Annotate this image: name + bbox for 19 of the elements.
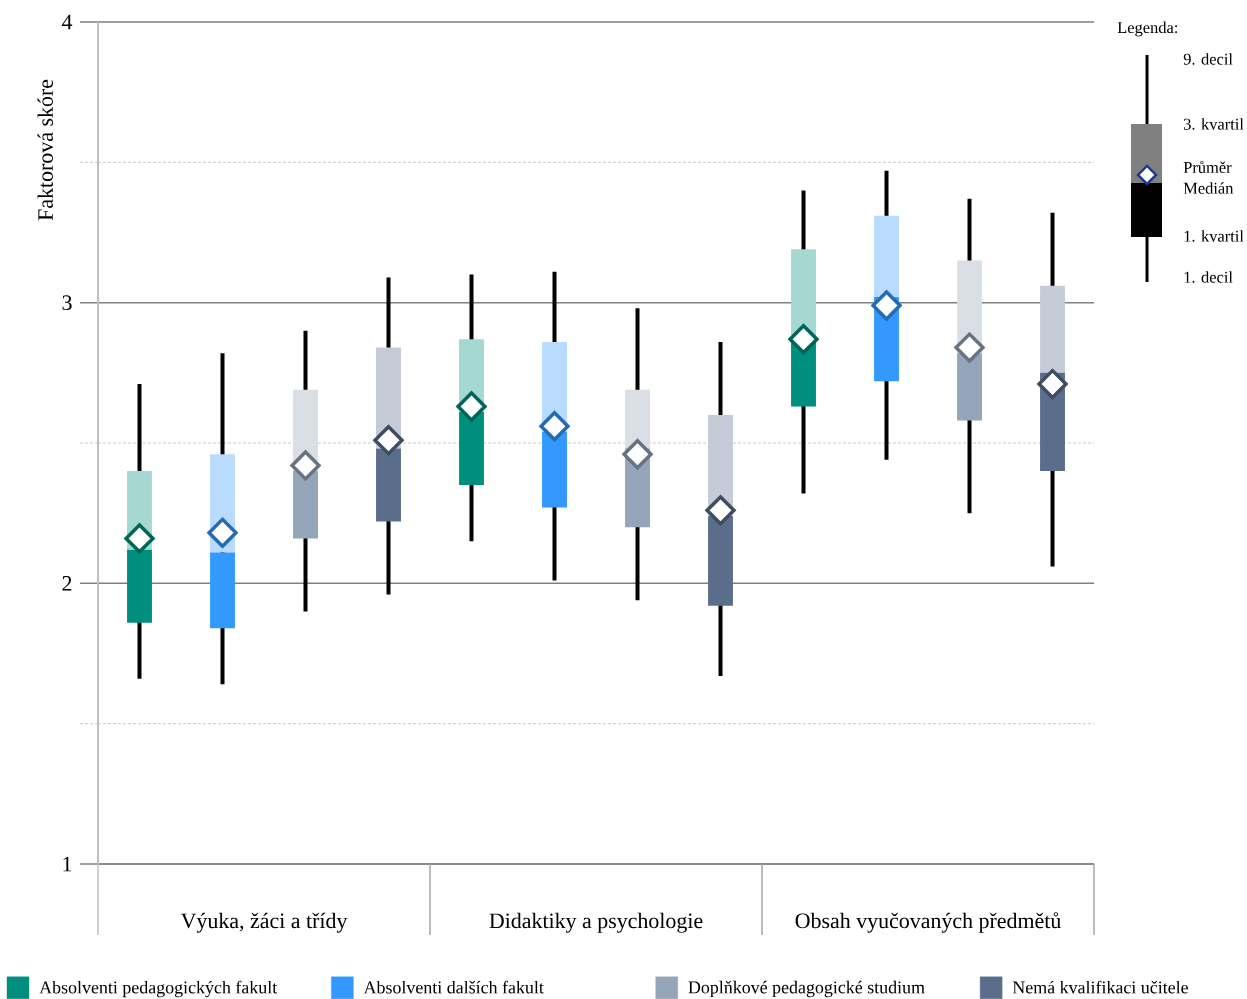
x-tick-label: Didaktiky a psychologie bbox=[489, 912, 703, 933]
legend-label: Nemá kvalifikaci učitele bbox=[1012, 980, 1188, 994]
y-tick-label: 2 bbox=[62, 576, 72, 591]
x-tick-label: Výuka, žáci a třídy bbox=[180, 912, 348, 933]
y-tick-label: 3 bbox=[62, 295, 72, 311]
text: Legenda: bbox=[1117, 21, 1178, 37]
text: Průměr bbox=[1183, 160, 1232, 174]
x-tick-label: Obsah vyučovaných předmětů bbox=[795, 912, 1061, 933]
legend-label: Doplňkové pedagogické studium bbox=[688, 980, 925, 998]
text: 1. kvartil bbox=[1184, 230, 1244, 242]
text: 9. decil bbox=[1183, 53, 1233, 65]
text: 3. kvartil bbox=[1184, 118, 1244, 130]
text: Medián bbox=[1183, 182, 1234, 194]
y-axis-title: Faktorová skóre bbox=[37, 79, 53, 221]
y-tick-label: 1 bbox=[63, 856, 72, 872]
legend-label: Absolventi pedagogických fakult bbox=[39, 980, 278, 998]
legend-label: Absolventi dalších fakult bbox=[363, 980, 544, 994]
text: 1. decil bbox=[1184, 271, 1233, 283]
y-tick-label: 4 bbox=[61, 14, 73, 30]
